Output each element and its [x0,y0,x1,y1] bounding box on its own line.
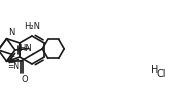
Text: Cl: Cl [156,69,166,79]
Text: S: S [9,56,14,65]
Text: N: N [8,28,14,37]
Text: H₂N: H₂N [24,22,40,31]
Text: H: H [151,65,159,75]
Text: O: O [22,75,28,84]
Text: HN: HN [19,44,32,53]
Text: =N: =N [8,62,20,71]
